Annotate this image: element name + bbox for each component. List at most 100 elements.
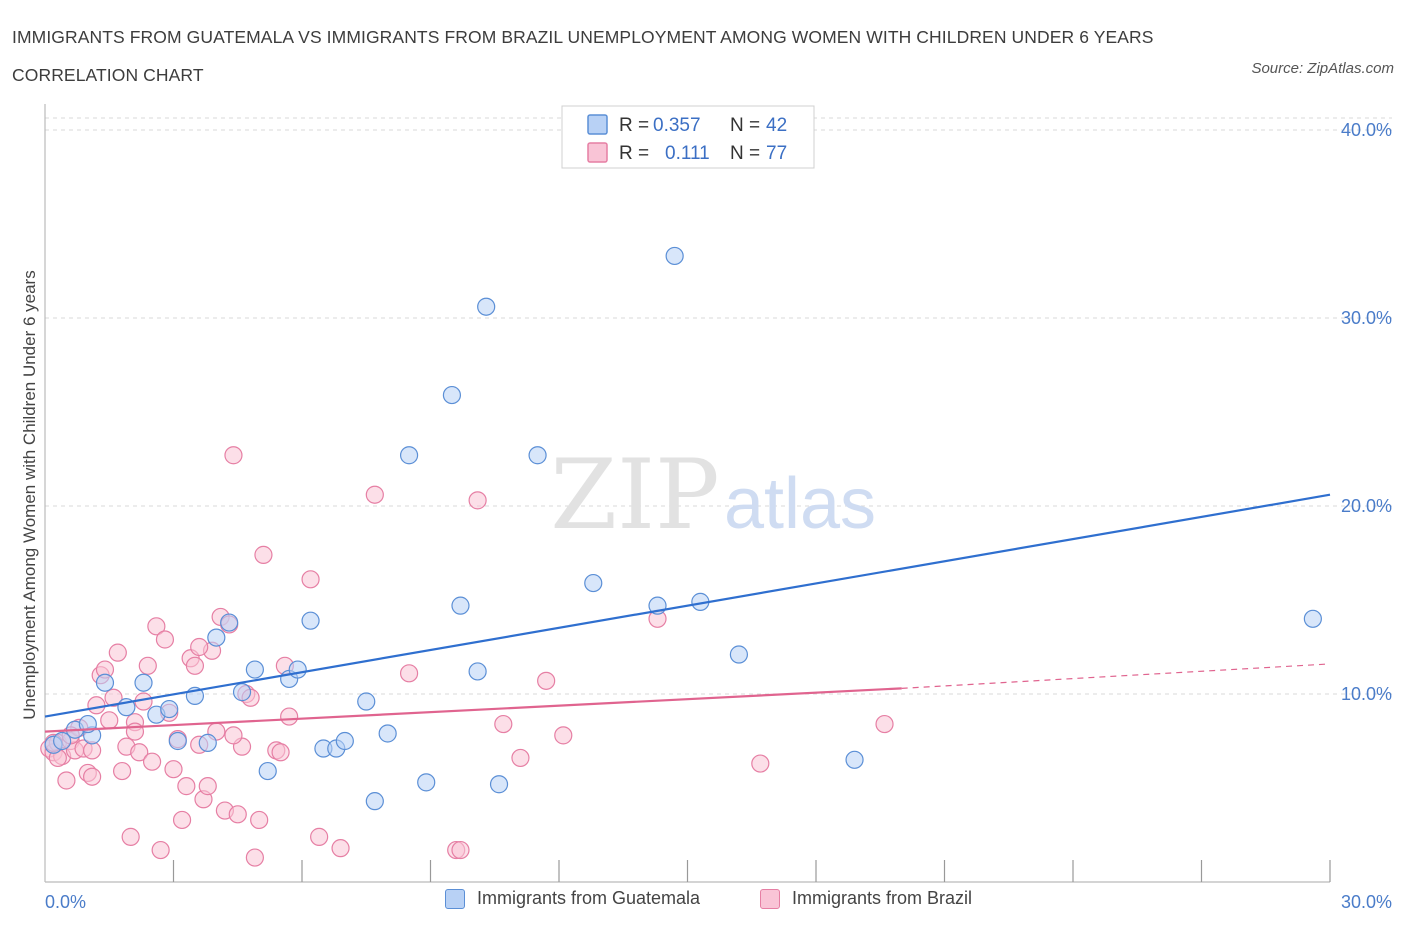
brazil-point bbox=[751, 754, 770, 773]
brazil-point bbox=[87, 696, 106, 715]
chart-title: IMMIGRANTS FROM GUATEMALA VS IMMIGRANTS … bbox=[12, 27, 1154, 85]
brazil-point bbox=[468, 491, 487, 510]
legend-r-value-guatemala: 0.357 bbox=[653, 115, 701, 136]
guatemala-point bbox=[665, 246, 684, 266]
brazil-point bbox=[365, 485, 384, 504]
guatemala-point bbox=[288, 660, 307, 679]
brazil-point bbox=[177, 777, 196, 796]
legend-swatch-brazil-bottom bbox=[760, 888, 780, 909]
guatemala-point bbox=[168, 731, 187, 751]
guatemala-point bbox=[95, 673, 115, 692]
legend-swatch-guatemala bbox=[587, 114, 608, 135]
guatemala-points bbox=[44, 246, 1322, 811]
brazil-point bbox=[511, 748, 530, 768]
guatemala-point bbox=[134, 673, 153, 692]
brazil-point bbox=[224, 446, 243, 465]
guatemala-point bbox=[335, 731, 354, 751]
legend-swatch-brazil bbox=[587, 142, 608, 163]
brazil-point bbox=[190, 637, 209, 657]
brazil-point bbox=[155, 630, 175, 649]
guatemala-point bbox=[232, 683, 252, 702]
trend-layer bbox=[44, 493, 1331, 733]
y-tick-label: 30.0% bbox=[1341, 308, 1392, 328]
guatemala-trendline bbox=[44, 493, 1331, 718]
x-tick-label: 30.0% bbox=[1341, 892, 1392, 912]
brazil-point bbox=[151, 840, 170, 860]
brazil-point bbox=[494, 714, 513, 734]
brazil-point bbox=[138, 656, 157, 675]
guatemala-point bbox=[53, 731, 72, 751]
brazil-point bbox=[108, 643, 127, 662]
guatemala-point bbox=[477, 297, 496, 316]
tick-labels: 10.0% 20.0% 30.0% 40.0% 0.0% 30.0% bbox=[45, 120, 1392, 912]
legend-r-value-brazil: 0.111 bbox=[665, 143, 710, 164]
brazil-point bbox=[147, 617, 166, 636]
brazil-point bbox=[228, 805, 247, 824]
legend-swatch-guatemala-bottom bbox=[445, 888, 465, 909]
brazil-point bbox=[875, 714, 894, 734]
legend-label-guatemala: Immigrants from Guatemala bbox=[477, 888, 701, 908]
brazil-point bbox=[142, 752, 162, 771]
y-tick-label: 40.0% bbox=[1341, 120, 1392, 140]
guatemala-point bbox=[399, 446, 419, 465]
brazil-point bbox=[301, 570, 320, 589]
guatemala-point bbox=[198, 733, 217, 752]
brazil-point bbox=[104, 688, 123, 707]
guatemala-point bbox=[258, 761, 277, 781]
legend-item-guatemala[interactable]: Immigrants from Guatemala bbox=[445, 888, 700, 909]
brazil-point bbox=[537, 671, 556, 690]
brazil-point bbox=[250, 810, 269, 830]
guatemala-point bbox=[729, 645, 749, 664]
brazil-point bbox=[164, 760, 183, 779]
y-tick-label: 20.0% bbox=[1341, 496, 1392, 516]
legend-n-label-brazil: N = bbox=[730, 143, 760, 164]
guatemala-point bbox=[1303, 609, 1322, 628]
guatemala-point bbox=[301, 611, 320, 630]
legend-n-label-guatemala: N = bbox=[730, 115, 760, 136]
brazil-point bbox=[125, 722, 145, 741]
guatemala-point bbox=[357, 692, 376, 711]
guatemala-point bbox=[528, 446, 547, 465]
bottom-legend: Immigrants from Guatemala Immigrants fro… bbox=[0, 888, 1406, 916]
legend-n-value-guatemala: 42 bbox=[766, 115, 787, 136]
brazil-point bbox=[100, 711, 119, 730]
brazil-point bbox=[130, 743, 149, 762]
legend-item-brazil[interactable]: Immigrants from Brazil bbox=[760, 888, 972, 909]
guatemala-point bbox=[451, 596, 470, 615]
guatemala-point bbox=[489, 775, 509, 794]
legend-r-label-brazil: R = bbox=[619, 143, 649, 164]
brazil-point bbox=[57, 771, 76, 790]
brazil-point bbox=[185, 656, 205, 675]
brazil-point bbox=[554, 726, 573, 745]
watermark: ZIP atlas bbox=[550, 439, 876, 551]
stats-legend: R = 0.357 N = 42 R = 0.111 N = 77 bbox=[561, 105, 815, 169]
guatemala-point bbox=[442, 385, 462, 405]
brazil-point bbox=[331, 839, 350, 858]
brazil-point bbox=[224, 726, 243, 745]
watermark-atlas: atlas bbox=[724, 464, 876, 544]
watermark-zip: ZIP bbox=[550, 439, 719, 551]
brazil-point bbox=[245, 848, 264, 867]
brazil-point bbox=[310, 827, 329, 846]
guatemala-point bbox=[378, 724, 397, 743]
legend-n-value-brazil: 77 bbox=[766, 143, 787, 164]
brazil-point bbox=[451, 840, 470, 860]
guatemala-point bbox=[468, 662, 487, 681]
brazil-trendline-extension bbox=[901, 663, 1331, 689]
brazil-point bbox=[198, 777, 217, 796]
guatemala-point bbox=[417, 773, 436, 792]
legend-label-brazil: Immigrants from Brazil bbox=[792, 888, 973, 908]
brazil-point bbox=[172, 810, 192, 830]
source-credit: Source: ZipAtlas.com bbox=[1251, 60, 1394, 77]
guatemala-point bbox=[160, 699, 179, 719]
brazil-point bbox=[280, 707, 299, 726]
legend-r-label-guatemala: R = bbox=[619, 115, 649, 136]
guatemala-point bbox=[365, 792, 384, 811]
guatemala-point bbox=[207, 628, 226, 647]
guatemala-point bbox=[845, 750, 864, 769]
brazil-point bbox=[121, 827, 140, 846]
guatemala-point bbox=[584, 573, 603, 593]
brazil-point bbox=[112, 761, 132, 781]
y-tick-label: 10.0% bbox=[1341, 684, 1392, 704]
